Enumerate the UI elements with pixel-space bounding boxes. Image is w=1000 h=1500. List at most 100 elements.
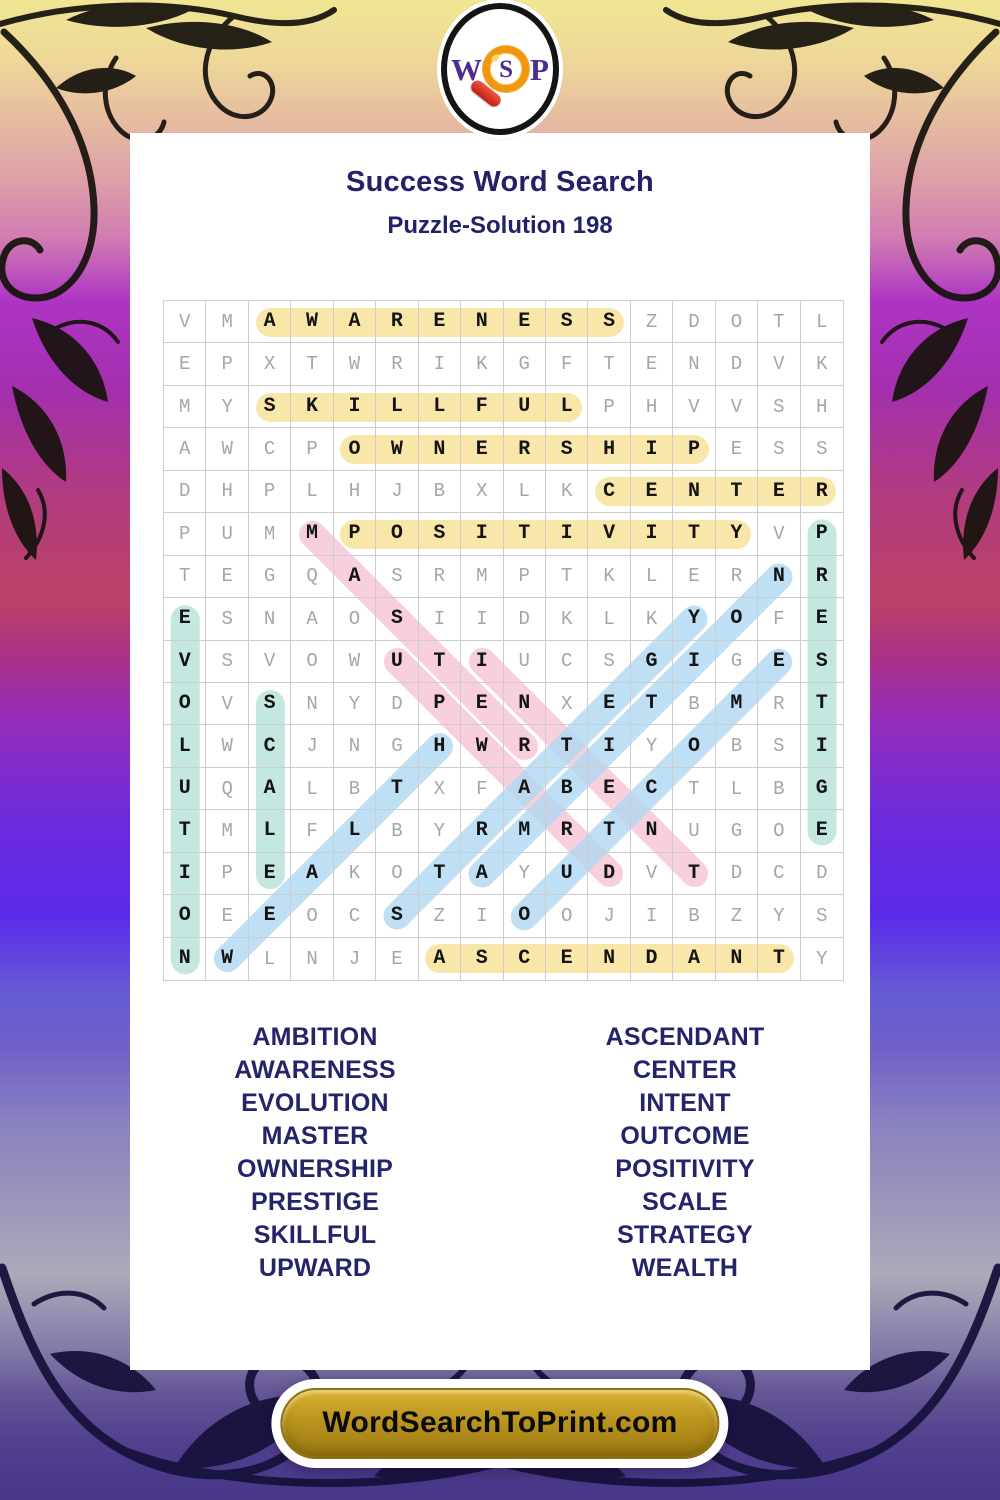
word-list-item: INTENT: [639, 1089, 731, 1117]
grid-cell: T: [291, 343, 334, 386]
grid-cell: K: [461, 343, 504, 386]
grid-cell: I: [418, 343, 462, 386]
grid-cell: G: [503, 343, 546, 386]
grid-cell: E: [206, 895, 249, 938]
grid-cell: Y: [206, 385, 249, 429]
grid-cell: L: [800, 301, 843, 344]
grid-cell: H: [588, 428, 631, 471]
grid-cell: O: [376, 852, 419, 896]
grid-cell: A: [291, 852, 334, 896]
grid-cell: A: [248, 767, 292, 811]
grid-cell: S: [376, 555, 419, 599]
grid-cell: I: [418, 598, 462, 641]
grid-cell: F: [758, 598, 801, 641]
grid-cell: G: [376, 725, 419, 768]
grid-cell: I: [333, 385, 377, 429]
grid-cell: T: [545, 725, 589, 768]
grid-cell: E: [461, 682, 504, 726]
grid-cell: W: [291, 301, 334, 344]
grid-cell: U: [206, 513, 249, 556]
grid-cell: P: [206, 343, 249, 386]
logo-letter-p: P: [530, 51, 549, 87]
grid-cell: B: [673, 682, 716, 726]
page-title: Success Word Search: [346, 166, 654, 198]
grid-cell: L: [164, 725, 207, 768]
grid-cell: D: [715, 852, 759, 896]
grid-cell: S: [248, 682, 292, 726]
grid-cell: R: [545, 810, 589, 853]
grid-cell: S: [588, 301, 631, 344]
grid-cell: C: [588, 470, 631, 514]
grid-cell: U: [503, 640, 546, 683]
grid-cell: O: [545, 895, 589, 938]
site-link-pill: WordSearchToPrint.com: [271, 1379, 729, 1468]
grid-cell: E: [461, 428, 504, 471]
grid-cell: B: [758, 767, 801, 811]
grid-cell: I: [545, 513, 589, 556]
word-list-item: AMBITION: [252, 1023, 378, 1051]
grid-cell: N: [673, 343, 716, 386]
wsp-logo-letters: W S P: [451, 46, 549, 110]
grid-cell: R: [800, 471, 843, 514]
grid-cell: Z: [715, 895, 759, 938]
word-list-right: ASCENDANT CENTER INTENT OUTCOME POSITIVITY SC…: [500, 1021, 870, 1285]
grid-cell: T: [800, 683, 843, 726]
grid-cell: I: [461, 513, 504, 556]
grid-cell: D: [588, 852, 631, 896]
grid-cell: U: [376, 640, 419, 683]
grid-cell: S: [545, 428, 589, 471]
grid-cell: V: [588, 513, 631, 556]
grid-cell: E: [248, 895, 292, 938]
grid-cell: A: [503, 767, 546, 811]
grid-cell: O: [376, 513, 419, 556]
grid-cell: A: [461, 852, 504, 896]
wsp-logo: W S P: [441, 3, 559, 135]
grid-cell: H: [333, 470, 377, 514]
grid-cell: X: [418, 767, 462, 811]
grid-cell: N: [333, 725, 377, 768]
grid-cell: S: [800, 641, 843, 683]
grid-cell: A: [419, 937, 462, 980]
grid-cell: N: [248, 598, 292, 641]
word-list-item: WEALTH: [631, 1254, 739, 1282]
grid-cell: W: [206, 725, 249, 768]
grid-cell: E: [800, 598, 843, 641]
grid-cell: L: [630, 555, 674, 599]
grid-cell: O: [291, 640, 334, 683]
grid-cell: O: [715, 301, 759, 344]
grid-cell: Y: [715, 513, 759, 556]
grid-cell: I: [461, 598, 504, 641]
grid-cell: M: [461, 555, 504, 599]
word-list-item: ASCENDANT: [605, 1023, 765, 1051]
grid-cell: W: [206, 428, 249, 471]
highlight-ascendant: [425, 944, 794, 974]
grid-cell: X: [545, 682, 589, 726]
grid-cell: O: [333, 428, 377, 471]
grid-cell: M: [164, 385, 207, 429]
grid-cell: V: [164, 301, 207, 344]
grid-cell: S: [545, 301, 589, 344]
word-list-item: POSITIVITY: [615, 1155, 755, 1183]
grid-cell: S: [248, 385, 292, 429]
grid-cell: O: [503, 895, 546, 938]
grid-cell: R: [800, 556, 843, 599]
grid-cell: Z: [418, 895, 462, 938]
site-link-button[interactable]: WordSearchToPrint.com: [280, 1388, 720, 1459]
grid-cell: J: [588, 895, 631, 938]
grid-cell: P: [588, 385, 631, 429]
grid-cell: S: [418, 513, 462, 556]
grid-cell: N: [673, 470, 716, 514]
grid-cell: L: [249, 937, 292, 980]
grid-cell: L: [418, 385, 462, 429]
grid-cell: T: [630, 682, 674, 726]
grid-cell: E: [758, 470, 801, 514]
grid-cell: T: [418, 852, 462, 896]
grid-cell: F: [461, 767, 504, 811]
grid-cell: A: [673, 937, 716, 980]
grid-cell: T: [673, 513, 716, 556]
grid-cell: T: [164, 810, 207, 853]
grid-cell: P: [418, 682, 462, 726]
grid-cell: V: [715, 385, 759, 429]
grid-cell: I: [673, 640, 716, 683]
